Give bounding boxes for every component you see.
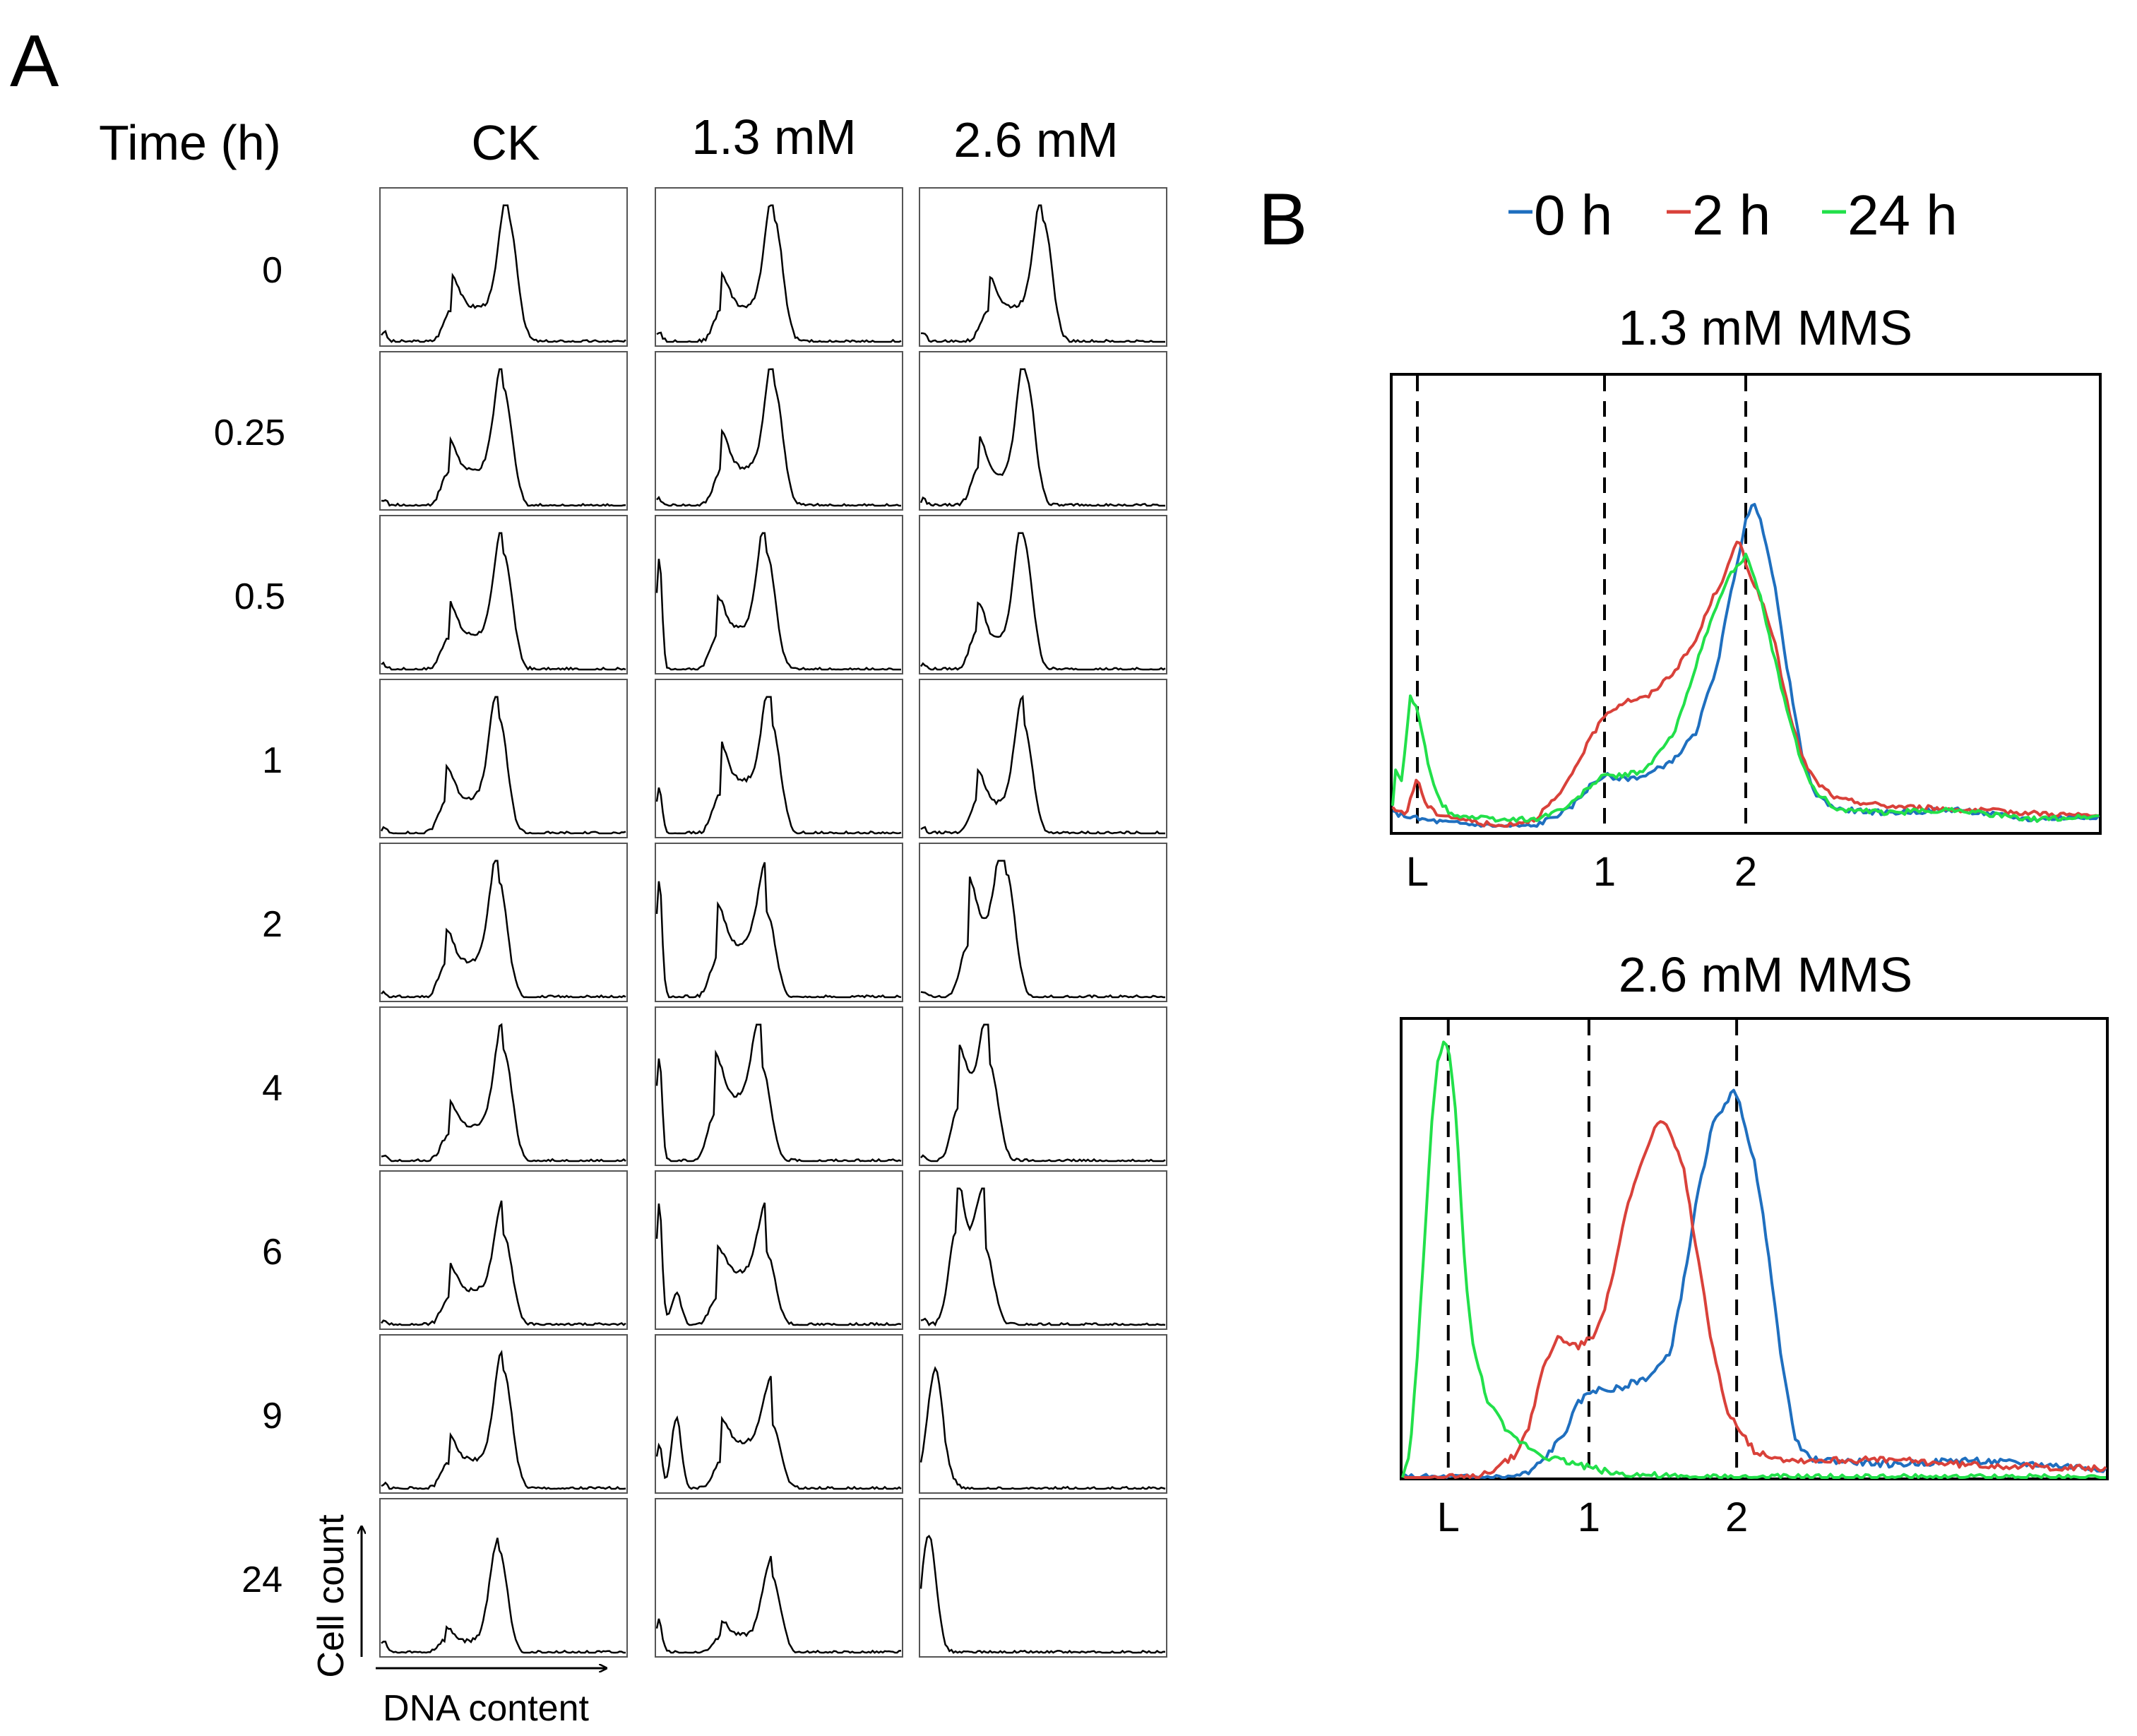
histogram-trace-24h-2.6mM [919,1535,1165,1654]
time-label-0.25: 0.25 [214,412,285,453]
series-line-2h [1391,540,2100,828]
histogram-frame-0.5h-2.6mM [919,515,1167,674]
histogram-trace-1h-2.6mM [920,694,1165,835]
x-tick-label-L: L [1406,849,1429,895]
series-line-0h [1402,1088,2107,1479]
series-line-24h [1401,1040,2106,1479]
histogram-frame-9h-2.6mM [919,1334,1167,1494]
series-line-24h [1391,552,2100,824]
column-header-2-6mm: 2.6 mM [953,112,1118,167]
histogram-trace-1h-CK [380,696,626,835]
histogram-trace-0h-2.6mM [921,204,1165,343]
histogram-frame-24h-1.3mM [655,1498,903,1658]
histogram-trace-9h-2.6mM [919,1366,1166,1490]
histogram-grid [379,187,1167,1658]
x-tick-label-2: 2 [1734,849,1757,895]
series-line-2h [1402,1120,2107,1479]
x-tick-label-2: 2 [1725,1494,1748,1540]
histogram-frame-4h-2.6mM [919,1006,1167,1166]
histogram-frame-2h-2.6mM [919,843,1167,1002]
histogram-frame-4h-CK [379,1006,628,1166]
histogram-frame-6h-CK [379,1170,628,1330]
legend-label-2h: 2 h [1692,184,1770,246]
histogram-trace-6h-2.6mM [920,1187,1166,1327]
chart-2-6mm: L 1 2 [1401,1020,2107,1540]
legend-label-0h: 0 h [1534,184,1612,246]
histogram-trace-6h-1.3mM [655,1202,902,1326]
histogram-trace-1h-1.3mM [655,696,902,835]
time-label-0.5: 0.5 [234,576,285,617]
time-label-1: 1 [262,740,282,781]
time-label-24: 24 [242,1559,282,1600]
histogram-frame-1h-2.6mM [919,679,1167,838]
histogram-trace-24h-CK [381,1538,626,1654]
histogram-trace-0h-CK [381,204,626,343]
histogram-trace-4h-2.6mM [920,1023,1166,1163]
time-label-6: 6 [262,1232,282,1273]
legend-label-24h: 24 h [1847,184,1958,246]
column-header-1-3mm: 1.3 mM [691,109,856,165]
histogram-frame-0.25h-2.6mM [919,351,1167,511]
histogram-frame-2h-1.3mM [655,843,903,1002]
histogram-trace-0.25h-CK [381,368,626,507]
histogram-frame-6h-1.3mM [655,1170,903,1330]
histogram-frame-0.25h-1.3mM [655,351,903,511]
chart-1-3mm: L 1 2 [1391,376,2100,895]
chart-frame-1-3mm [1390,373,2102,835]
histogram-frame-4h-1.3mM [655,1006,903,1166]
histogram-frame-0.5h-1.3mM [655,515,903,674]
histogram-trace-2h-1.3mM [655,862,902,999]
histogram-frame-2h-CK [379,843,628,1002]
legend: 0 h 2 h 24 h [1508,184,1958,246]
time-label-4: 4 [262,1068,282,1109]
histogram-frame-0h-1.3mM [655,187,903,347]
histogram-frame-0h-2.6mM [919,187,1167,347]
histogram-trace-2h-CK [381,860,626,999]
chart-title-2-6mm: 2.6 mM MMS [1619,947,1912,1002]
histogram-trace-0h-1.3mM [656,204,902,344]
cell-count-label: Cell count [311,1514,352,1678]
histogram-trace-0.25h-2.6mM [919,368,1165,507]
histogram-frame-24h-CK [379,1498,628,1658]
histogram-trace-0.5h-2.6mM [919,532,1166,671]
histogram-frame-0.5h-CK [379,515,628,674]
time-label-9: 9 [262,1396,282,1437]
time-label-0: 0 [262,250,282,291]
histogram-frame-24h-2.6mM [919,1498,1167,1658]
histogram-frame-0h-CK [379,187,628,347]
histogram-trace-4h-1.3mM [655,1023,902,1163]
time-header: Time (h) [99,115,281,170]
histogram-trace-0.5h-1.3mM [655,532,901,671]
panel-a-label: A [10,20,59,102]
x-tick-label-1: 1 [1578,1494,1600,1540]
histogram-trace-0.5h-CK [381,532,626,671]
histogram-trace-2h-2.6mM [920,860,1165,999]
histogram-frame-0.25h-CK [379,351,628,511]
histogram-frame-9h-CK [379,1334,628,1494]
time-label-2: 2 [262,904,282,945]
histogram-frame-6h-2.6mM [919,1170,1167,1330]
histogram-frame-9h-1.3mM [655,1334,903,1494]
histogram-trace-0.25h-1.3mM [656,368,901,507]
x-tick-label-1: 1 [1593,849,1616,895]
histogram-trace-4h-CK [381,1023,626,1163]
histogram-frame-1h-CK [379,679,628,838]
histogram-trace-9h-1.3mM [655,1376,902,1490]
panel-b-label: B [1258,179,1307,261]
chart-frame-2-6mm [1400,1017,2109,1480]
histogram-trace-24h-1.3mM [655,1556,902,1654]
column-header-ck: CK [471,115,540,170]
chart-title-1-3mm: 1.3 mM MMS [1619,300,1912,355]
histogram-trace-6h-CK [381,1200,626,1326]
histogram-trace-9h-CK [381,1350,626,1490]
x-tick-label-L: L [1437,1494,1460,1540]
histogram-frame-1h-1.3mM [655,679,903,838]
dna-content-label: DNA content [383,1688,589,1729]
